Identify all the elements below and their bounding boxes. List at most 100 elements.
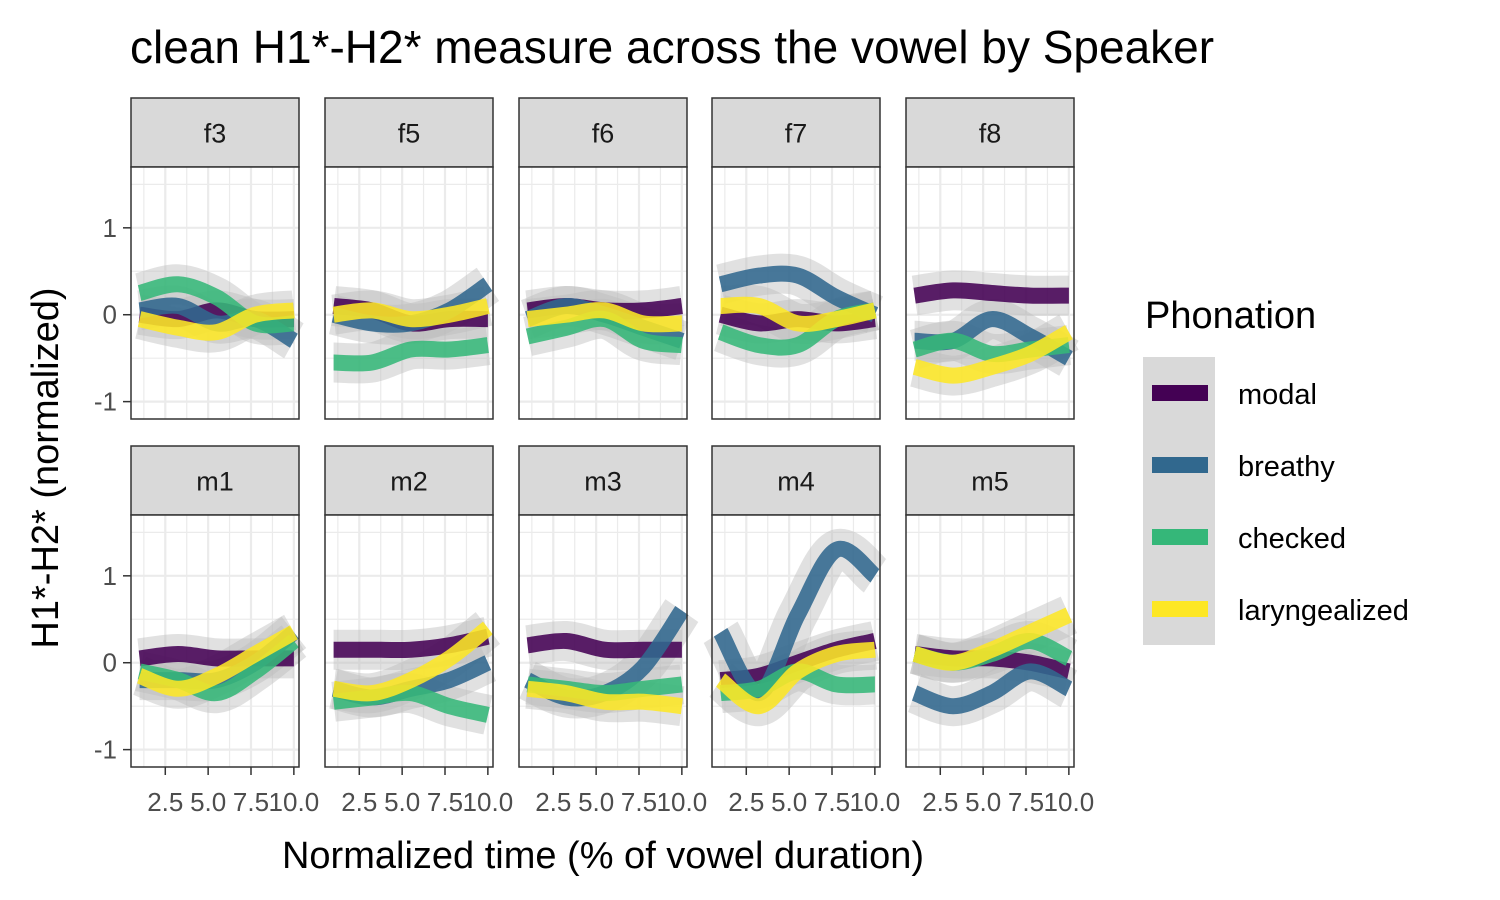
facet-strip <box>905 445 1075 516</box>
legend-key-background <box>1143 357 1215 645</box>
x-tick-label: 5.0 <box>384 787 420 817</box>
chart-title: clean H1*-H2* measure across the vowel b… <box>130 21 1214 73</box>
panel-grid <box>906 515 1074 767</box>
x-tick-label: 5.0 <box>578 787 614 817</box>
panel-border <box>905 166 1075 420</box>
panel-border <box>324 166 494 420</box>
x-tick-label: 5.0 <box>771 787 807 817</box>
x-tick-label: 2.5 <box>728 787 764 817</box>
panel-border <box>130 514 300 768</box>
facet-panel-m2: m2 2.5 5.0 7.5 10.0 <box>324 445 514 817</box>
facet-strip <box>130 97 300 168</box>
facet-strip-label: m3 <box>584 467 622 497</box>
y-axis-title: H1*-H2* (normalized) <box>25 287 67 648</box>
legend-title: Phonation <box>1145 295 1316 337</box>
x-tick-label: 7.5 <box>1008 787 1044 817</box>
series-line-checked <box>333 337 489 372</box>
panel-series <box>134 264 305 359</box>
x-tick-label: 7.5 <box>814 787 850 817</box>
legend: Phonation modal breathy checked laryngealiz… <box>1143 295 1409 645</box>
legend-label-laryngealized: laryngealized <box>1238 595 1409 627</box>
series-line-breathy <box>718 265 879 323</box>
x-tick-label: 2.5 <box>341 787 377 817</box>
panel-grid <box>712 167 880 419</box>
panel-border <box>324 514 494 768</box>
facet-strip <box>518 97 688 168</box>
y-tick-label: -1 <box>94 387 117 417</box>
series-line-laryngealized <box>332 621 493 702</box>
x-tick-label: 10.0 <box>269 787 320 817</box>
panel-border <box>711 514 881 768</box>
facet-strip-label: f6 <box>592 119 615 149</box>
y-tick-label: -1 <box>94 735 117 765</box>
series-line-breathy <box>911 663 1073 715</box>
legend-label-modal: modal <box>1238 379 1317 411</box>
series-line-modal <box>913 282 1069 304</box>
x-tick-label: 10.0 <box>1044 787 1095 817</box>
series-line-laryngealized <box>912 325 1073 384</box>
facet-strip <box>711 445 881 516</box>
panel-series <box>132 614 307 714</box>
legend-entries: modal breathy checked laryngealized <box>1152 379 1409 627</box>
panel-background <box>519 167 687 419</box>
panel-series <box>703 529 889 727</box>
facet-strip <box>905 97 1075 168</box>
panel-background <box>712 167 880 419</box>
facet-strip <box>130 445 300 516</box>
panel-series <box>713 253 884 368</box>
x-tick-label: 10.0 <box>463 787 514 817</box>
panel-grid <box>519 167 687 419</box>
series-line-laryngealized <box>715 641 876 715</box>
y-tick-label: 1 <box>103 213 117 243</box>
x-tick-label: 2.5 <box>147 787 183 817</box>
series-line-laryngealized <box>136 625 298 697</box>
x-tick-label: 2.5 <box>922 787 958 817</box>
series-line-laryngealized <box>526 302 683 333</box>
facet-panel-f5: f5 <box>324 97 500 420</box>
panel-border <box>518 166 688 420</box>
series-line-checked <box>137 634 299 702</box>
facet-panel-f8: f8 <box>905 97 1079 420</box>
x-tick-label: 7.5 <box>621 787 657 817</box>
legend-label-breathy: breathy <box>1238 451 1335 483</box>
panel-border <box>130 166 300 420</box>
series-line-laryngealized <box>137 302 295 341</box>
x-tick-label: 5.0 <box>965 787 1001 817</box>
facet-strip-label: m1 <box>196 467 234 497</box>
facet-strip <box>518 445 688 516</box>
series-line-checked <box>137 276 295 334</box>
facet-strip-label: f7 <box>785 119 808 149</box>
facet-panel-m3: m3 2.5 5.0 7.5 10.0 <box>518 445 708 817</box>
facet-panel-m5: m5 2.5 5.0 7.5 10.0 <box>905 445 1095 817</box>
y-tick-label: 1 <box>103 561 117 591</box>
series-line-laryngealized <box>526 680 683 715</box>
facet-strip <box>711 97 881 168</box>
x-tick-label: 7.5 <box>427 787 463 817</box>
facet-strip-label: f3 <box>204 119 227 149</box>
x-tick-label: 5.0 <box>190 787 226 817</box>
panel-series <box>518 599 699 727</box>
facet-strip-label: m4 <box>777 467 815 497</box>
facet-panel-f3: f3 -1 0 1 <box>94 97 305 420</box>
series-line-laryngealized <box>720 296 877 332</box>
facet-strip-label: m5 <box>971 467 1009 497</box>
panel-series <box>909 270 1079 396</box>
y-tick-label: 0 <box>103 300 117 330</box>
series-line-laryngealized <box>912 607 1073 671</box>
panel-series <box>520 285 689 366</box>
panel-border <box>711 166 881 420</box>
x-tick-label: 7.5 <box>233 787 269 817</box>
x-tick-label: 2.5 <box>535 787 571 817</box>
facet-panel-f6: f6 <box>518 97 689 420</box>
facet-panel-m4: m4 2.5 5.0 7.5 10.0 <box>703 445 901 817</box>
facet-strip-label: f5 <box>398 119 421 149</box>
facet-strip-label: f8 <box>979 119 1002 149</box>
x-tick-label: 10.0 <box>850 787 901 817</box>
x-tick-label: 10.0 <box>657 787 708 817</box>
y-tick-label: 0 <box>103 648 117 678</box>
facet-panel-f7: f7 <box>711 97 884 420</box>
facet-strip <box>324 445 494 516</box>
panel-series <box>328 267 500 384</box>
series-line-laryngealized <box>332 298 490 328</box>
